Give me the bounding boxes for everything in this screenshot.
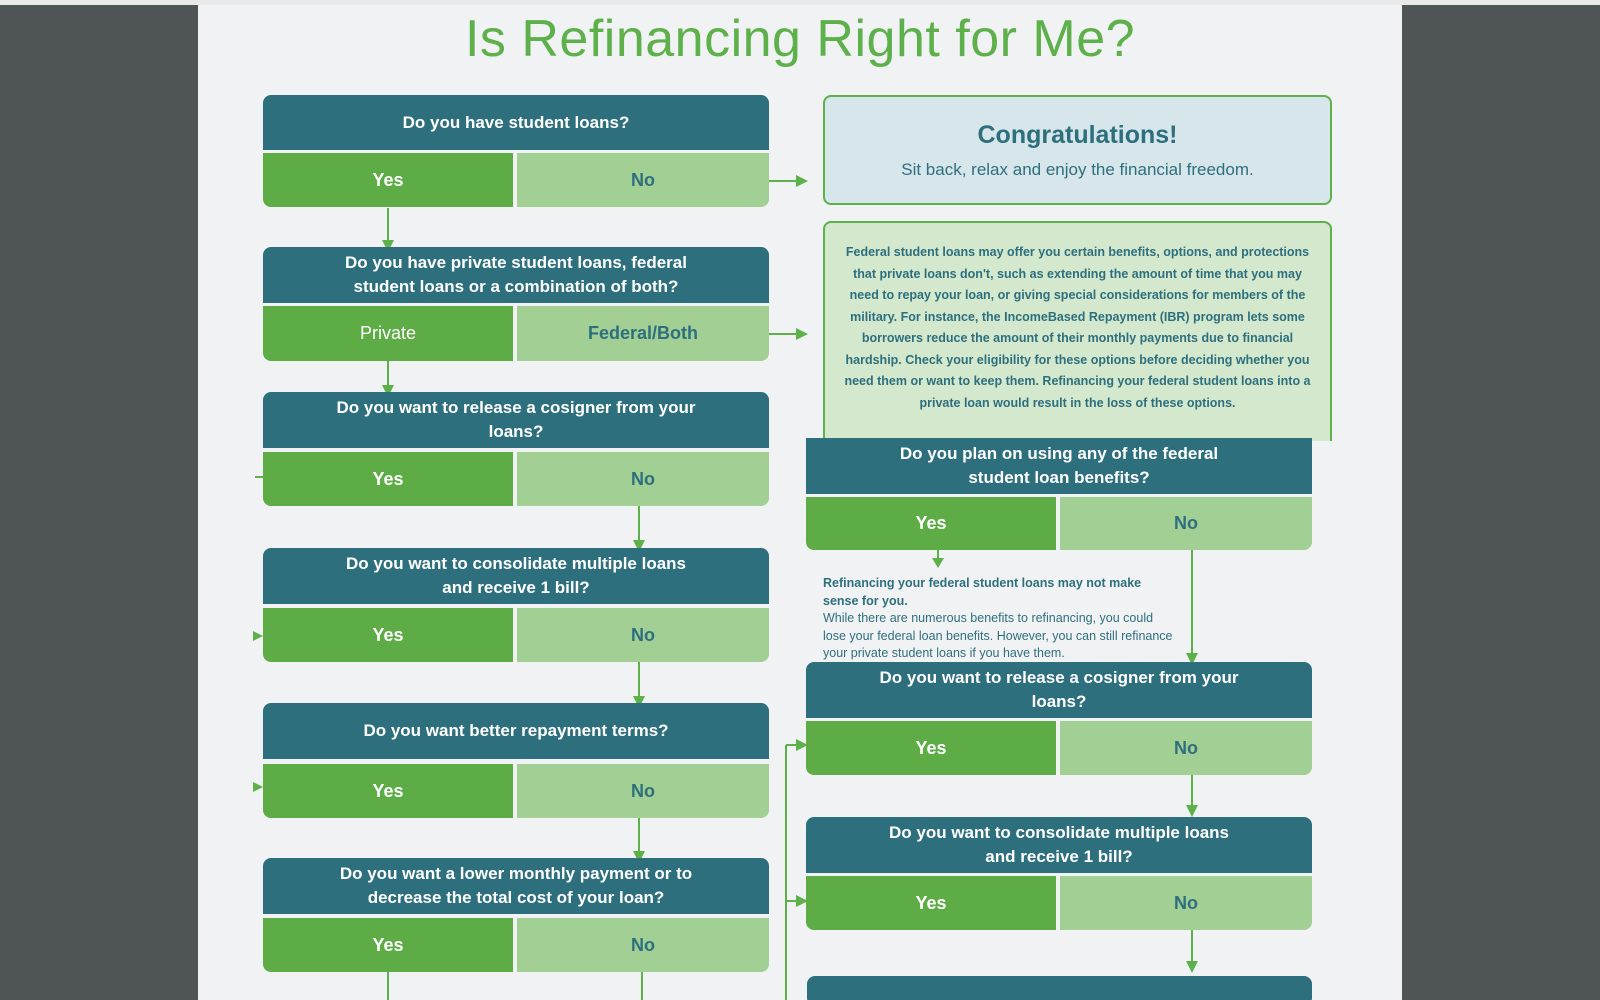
arrow-no-to-congrats — [796, 175, 808, 187]
arrow-federal-to-info — [796, 328, 808, 340]
question-release-cosigner: Do you want to release a cosigner from y… — [263, 392, 769, 448]
federal-benefits-no-option[interactable]: No — [1060, 497, 1312, 550]
q2-federal-both-option[interactable]: Federal/Both — [517, 306, 769, 361]
cosigner2-no-option[interactable]: No — [1060, 721, 1312, 775]
federal-benefits-yes-option[interactable]: Yes — [806, 497, 1056, 550]
congratulations-text: Sit back, relax and enjoy the financial … — [901, 160, 1254, 179]
question-have-student-loans: Do you have student loans? — [263, 95, 769, 150]
arrow-consolidate-no-down — [633, 696, 645, 708]
arrow-terms-no-down — [633, 851, 645, 863]
q1-yes-option[interactable]: Yes — [263, 153, 513, 207]
cosigner2-yes-option[interactable]: Yes — [806, 721, 1056, 775]
left-connector-consolidate — [253, 631, 263, 641]
note-body: While there are numerous benefits to ref… — [823, 611, 1173, 660]
lower-payment-no-option[interactable]: No — [517, 918, 769, 972]
congratulations-title: Congratulations! — [977, 121, 1178, 149]
terms-no-option[interactable]: No — [517, 764, 769, 818]
question-lower-payment: Do you want a lower monthly payment or t… — [263, 858, 769, 914]
consolidate2-no-option[interactable]: No — [1060, 876, 1312, 930]
arrow-into-cosigner2 — [796, 739, 808, 751]
question-release-cosigner-2: Do you want to release a cosigner from y… — [806, 662, 1312, 718]
federal-benefits-info: Federal student loans may offer you cert… — [823, 221, 1332, 441]
question-consolidate-2: Do you want to consolidate multiple loan… — [806, 817, 1312, 873]
note-heading: Refinancing your federal student loans m… — [823, 576, 1142, 608]
next-question-box-partial — [807, 976, 1312, 1000]
arrow-q1-yes-down — [382, 240, 394, 252]
cosigner-no-option[interactable]: No — [517, 452, 769, 506]
consolidate-yes-option[interactable]: Yes — [263, 608, 513, 662]
arrow-cosigner-no-down — [633, 540, 645, 552]
arrow-federal-yes-down — [932, 558, 944, 568]
arrow-private-down — [382, 385, 394, 397]
refinance-note: Refinancing your federal student loans m… — [823, 575, 1173, 663]
consolidate2-yes-option[interactable]: Yes — [806, 876, 1056, 930]
consolidate-no-option[interactable]: No — [517, 608, 769, 662]
question-better-terms: Do you want better repayment terms? — [263, 703, 769, 759]
flow-arrows — [253, 99, 1312, 1000]
q2-private-option[interactable]: Private — [263, 306, 513, 361]
cosigner-yes-option[interactable]: Yes — [263, 452, 513, 506]
arrow-federal-no-down — [1186, 653, 1198, 665]
q1-no-option[interactable]: No — [517, 153, 769, 207]
arrow-consolidate2-no-down — [1186, 961, 1198, 973]
arrow-cosigner2-no-down — [1186, 805, 1198, 817]
question-loan-type: Do you have private student loans, feder… — [263, 247, 769, 303]
question-federal-benefits: Do you plan on using any of the federal … — [806, 438, 1312, 494]
left-connector-terms — [253, 782, 263, 792]
lower-payment-yes-option[interactable]: Yes — [263, 918, 513, 972]
window-top-strip — [0, 0, 1600, 5]
arrow-into-consolidate2 — [796, 895, 808, 907]
question-consolidate: Do you want to consolidate multiple loan… — [263, 548, 769, 604]
document-page: Is Refinancing Right for Me? Do you have… — [198, 5, 1402, 1000]
congratulations-box: Congratulations! Sit back, relax and enj… — [823, 95, 1332, 205]
terms-yes-option[interactable]: Yes — [263, 764, 513, 818]
page-title: Is Refinancing Right for Me? — [464, 10, 1136, 68]
